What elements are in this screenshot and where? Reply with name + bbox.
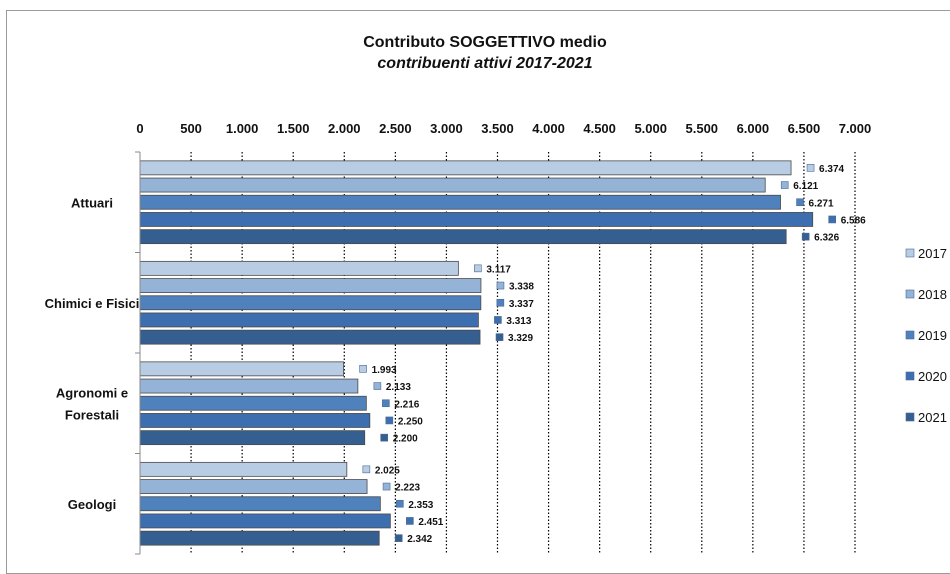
x-tick-label: 0	[136, 121, 143, 136]
chart-title: Contributo SOGGETTIVO medio	[363, 34, 607, 51]
category-label: Chimici e Fisici	[45, 296, 140, 311]
x-tick-label: 6.000	[737, 121, 770, 136]
data-label-marker	[806, 164, 815, 172]
x-tick-label: 3.500	[481, 121, 514, 136]
bar	[139, 430, 366, 446]
x-tick-label: 500	[180, 121, 202, 136]
bar	[139, 413, 371, 428]
data-label: 2.133	[386, 382, 411, 393]
legend-marker	[905, 330, 915, 340]
bar	[139, 160, 792, 176]
data-label: 2.353	[408, 500, 433, 511]
data-label: 2.250	[398, 416, 423, 427]
data-label-marker	[801, 232, 810, 241]
data-label-marker	[385, 416, 394, 425]
bar	[139, 461, 348, 477]
legend-label: 2017	[918, 246, 947, 261]
bar	[139, 361, 344, 377]
data-label-marker	[495, 333, 504, 341]
data-label: 2.200	[393, 434, 418, 445]
bar	[139, 479, 368, 494]
data-label: 3.329	[508, 333, 533, 344]
data-label: 2.451	[418, 517, 443, 528]
legend-marker	[905, 371, 915, 381]
data-label-marker	[780, 181, 789, 189]
x-tick-label: 7.000	[839, 121, 872, 136]
bar	[139, 295, 482, 311]
legend: 2017 2018 2019 2020 2021	[905, 246, 947, 425]
bar	[139, 378, 359, 394]
data-label-marker	[394, 534, 403, 542]
x-tick-label: 6.500	[788, 121, 821, 136]
category-label: Attuari	[71, 195, 113, 210]
data-label: 3.337	[509, 299, 534, 310]
bar	[139, 530, 380, 546]
data-label: 6.374	[819, 164, 844, 175]
data-label: 6.586	[841, 215, 866, 226]
data-label-marker	[828, 215, 837, 224]
bar	[139, 260, 459, 276]
bar	[139, 312, 479, 328]
x-tick-label: 2.000	[328, 121, 361, 136]
legend-marker	[905, 412, 915, 422]
data-label-marker	[373, 382, 382, 390]
data-label-marker	[474, 264, 482, 273]
data-label: 6.121	[793, 181, 818, 192]
x-tick-label: 5.500	[686, 121, 719, 136]
category-label: Agronomi e	[56, 385, 128, 400]
chart-subtitle: contribuenti attivi 2017-2021	[377, 55, 592, 72]
category-label: Forestali	[65, 407, 119, 422]
x-tick-label: 3.000	[430, 121, 463, 136]
data-label: 3.117	[486, 264, 511, 275]
data-label: 6.271	[809, 198, 834, 209]
data-label: 6.326	[814, 233, 839, 244]
bar	[139, 496, 381, 512]
data-label-marker	[396, 499, 404, 508]
category-label: Geologi	[68, 497, 116, 512]
data-label-marker	[362, 465, 371, 474]
data-label: 1.993	[372, 365, 397, 376]
bar	[139, 329, 481, 345]
data-label: 2.216	[394, 399, 419, 410]
legend-label: 2021	[918, 410, 947, 425]
data-label-marker	[382, 399, 390, 408]
data-label: 3.313	[506, 316, 531, 327]
data-label-marker	[382, 482, 391, 491]
x-tick-label: 2.500	[379, 121, 412, 136]
data-label-marker	[406, 517, 414, 525]
data-label-marker	[496, 281, 505, 290]
data-label: 2.025	[375, 465, 400, 476]
legend-marker	[905, 248, 915, 258]
data-label-marker	[494, 316, 502, 324]
data-label-marker	[380, 433, 389, 442]
bar	[139, 177, 766, 193]
legend-label: 2018	[918, 287, 947, 302]
x-tick-label: 4.000	[532, 121, 565, 136]
bar	[139, 229, 787, 245]
bar	[139, 194, 781, 210]
data-label: 2.342	[407, 534, 432, 545]
data-label-marker	[496, 298, 505, 307]
data-label-marker	[796, 198, 804, 207]
x-tick-label: 1.500	[277, 121, 310, 136]
legend-marker	[905, 289, 915, 299]
legend-label: 2019	[918, 328, 947, 343]
data-label: 3.338	[509, 282, 534, 293]
bar	[139, 513, 391, 529]
bar	[139, 278, 482, 293]
legend-label: 2020	[918, 369, 947, 384]
data-label-marker	[359, 365, 367, 373]
bar	[139, 395, 367, 411]
data-label: 2.223	[395, 483, 420, 494]
x-tick-label: 4.500	[583, 121, 616, 136]
bar	[139, 212, 814, 227]
x-tick-label: 1.000	[226, 121, 259, 136]
x-tick-label: 5.000	[634, 121, 667, 136]
axes: 0 500 1.000 1.500 2.000 2.500 3.000 3.500 4.000 4…	[45, 121, 872, 555]
